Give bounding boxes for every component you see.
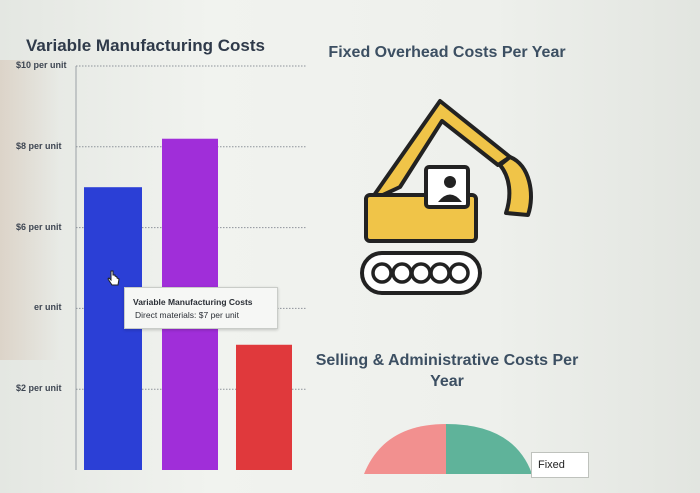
fixed-overhead-title: Fixed Overhead Costs Per Year [328,44,566,61]
tooltip-value: Direct materials: $7 per unit [135,310,239,320]
fixed-slice [446,424,532,474]
y-tick-label: $2 per unit [16,383,62,394]
hand-cursor-icon [107,270,120,286]
tooltip-title: Variable Manufacturing Costs [133,297,253,307]
fixed-legend-label: Fixed [531,452,589,478]
selling-admin-title: Selling & Administrative Costs Per Year [315,352,579,390]
selling-admin-pie-chart [364,424,532,474]
y-tick-label: er unit [34,302,62,313]
y-tick-label: $10 per unit [16,60,67,70]
excavator-icon [360,99,533,295]
screen-glare [0,60,60,360]
variable-costs-title: Variable Manufacturing Costs [26,36,265,55]
bar-tooltip: Variable Manufacturing Costs Direct mate… [124,287,278,329]
variable-slice [364,424,446,474]
y-tick-label: $8 per unit [16,140,62,151]
bar[interactable] [236,344,292,470]
y-tick-label: $6 per unit [16,221,62,232]
